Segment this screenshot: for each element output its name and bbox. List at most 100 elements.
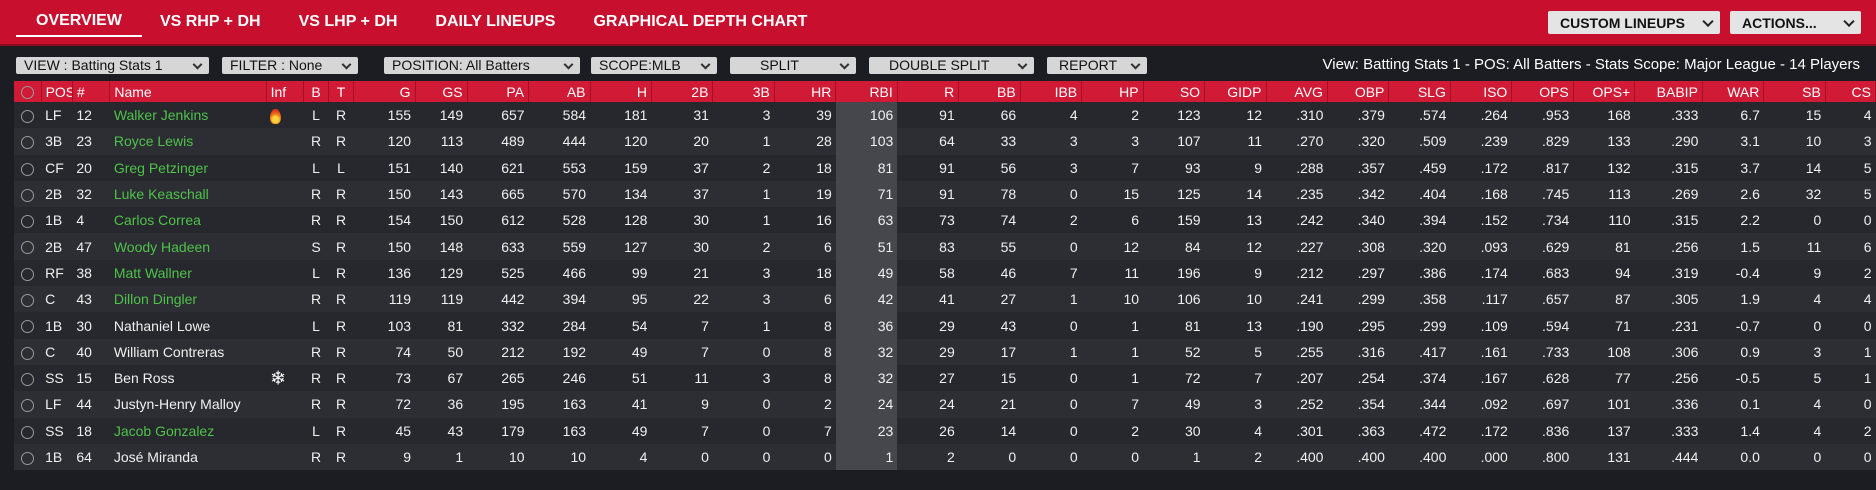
stat-iso: .174: [1480, 264, 1508, 281]
header-cs[interactable]: CS: [1825, 81, 1876, 102]
player-name[interactable]: Matt Wallner: [113, 264, 192, 281]
player-name[interactable]: Royce Lewis: [113, 133, 194, 150]
header-ab[interactable]: AB: [528, 81, 591, 102]
player-name[interactable]: Ben Ross: [113, 370, 175, 387]
row-select[interactable]: [14, 312, 41, 338]
table-row[interactable]: LF 44 Justyn-Henry Malloy R R 72 36 195 163 41 9 0 2…: [14, 391, 1876, 418]
player-name[interactable]: Justyn-Henry Malloy: [113, 396, 241, 413]
row-select[interactable]: [14, 391, 41, 417]
row-select[interactable]: [14, 181, 41, 207]
stat-obp: .254: [1357, 370, 1385, 387]
table-row[interactable]: 1B 64 José Miranda R R 9 1 10 10 4 0 0 0 1 2 0 0 0 1 2.400.…: [14, 443, 1876, 471]
tab-graphical-depth-chart[interactable]: GRAPHICAL DEPTH CHART: [593, 13, 808, 30]
player-number: 30: [76, 317, 92, 334]
table-row[interactable]: SS 18 Jacob Gonzalez L R 45 43 179 163 49 7 0 7 23 26 1…: [14, 417, 1876, 444]
row-select[interactable]: [14, 207, 41, 233]
position-dropdown[interactable]: POSITION: All Batters: [384, 57, 580, 74]
stat-ibb: 0: [1069, 186, 1078, 203]
stat-pa: 332: [501, 317, 525, 334]
player-name[interactable]: Woody Hadeen: [113, 238, 211, 255]
table-row[interactable]: 2B 47 Woody Hadeen S R 150 148 633 559 127 30 2 6 51 8…: [14, 233, 1876, 260]
custom-lineups-button[interactable]: CUSTOM LINEUPS: [1548, 11, 1720, 34]
header-ibb[interactable]: IBB: [1020, 81, 1083, 102]
player-name[interactable]: Greg Petzinger: [113, 159, 208, 176]
row-select[interactable]: [14, 260, 41, 286]
header-3b[interactable]: 3B: [712, 81, 775, 102]
header-g[interactable]: G: [353, 81, 416, 102]
stat-cs: 1: [1863, 343, 1872, 360]
header-pos[interactable]: POS: [41, 81, 73, 102]
stat-2b: 0: [701, 449, 709, 465]
row-select[interactable]: [14, 444, 41, 470]
row-select[interactable]: [14, 155, 41, 181]
header-hr[interactable]: HR: [774, 81, 837, 102]
table-row[interactable]: 1B 30 Nathaniel Lowe L R 103 81 332 284 54 7 1 8 36 29…: [14, 312, 1876, 339]
row-select[interactable]: [14, 365, 41, 391]
table-row[interactable]: RF 38 Matt Wallner L R 136 129 525 466 99 21 3 18 49 5…: [14, 259, 1876, 287]
header-war[interactable]: WAR: [1702, 81, 1765, 102]
player-name[interactable]: Dillon Dingler: [113, 291, 198, 308]
header-h[interactable]: H: [590, 81, 652, 102]
table-row[interactable]: C 40 William Contreras R R 74 50 212 192 49 7 0 8 32 2…: [14, 338, 1876, 365]
header-ops[interactable]: OPS: [1511, 81, 1574, 102]
filter-dropdown[interactable]: FILTER : None: [222, 57, 358, 74]
header-hp[interactable]: HP: [1081, 81, 1144, 102]
split-dropdown[interactable]: SPLIT: [730, 57, 856, 74]
player-name[interactable]: Walker Jenkins: [113, 107, 209, 124]
table-row[interactable]: 3B 23 Royce Lewis R R 120 113 489 444 120 20 1 28 103…: [14, 128, 1876, 155]
table-row[interactable]: 1B 4 Carlos Correa R R 154 150 612 528 128 30 1 16 63…: [14, 207, 1876, 234]
stat-3b: 0: [762, 396, 771, 413]
player-info: [266, 102, 304, 128]
table-row[interactable]: CF 20 Greg Petzinger L L 151 140 621 553 159 37 2 18…: [14, 154, 1876, 181]
header-ops-plus[interactable]: OPS+: [1573, 81, 1636, 102]
row-select[interactable]: [14, 102, 41, 128]
player-name[interactable]: Carlos Correa: [113, 212, 201, 229]
tab-daily-lineups[interactable]: DAILY LINEUPS: [435, 13, 556, 30]
row-select[interactable]: [14, 286, 41, 312]
row-select[interactable]: [14, 233, 41, 259]
double-split-dropdown[interactable]: DOUBLE SPLIT: [869, 57, 1034, 74]
report-dropdown[interactable]: REPORT: [1047, 57, 1147, 74]
player-name[interactable]: José Miranda: [113, 449, 198, 465]
header-2b[interactable]: 2B: [651, 81, 714, 102]
header-inf[interactable]: Inf: [266, 81, 305, 102]
header-number[interactable]: #: [72, 81, 111, 102]
player-name[interactable]: William Contreras: [113, 343, 225, 360]
tab-vs-rhp-dh[interactable]: VS RHP + DH: [159, 13, 261, 30]
actions-button[interactable]: ACTIONS...: [1730, 11, 1861, 34]
tab-overview[interactable]: OVERVIEW: [16, 12, 142, 37]
header-avg[interactable]: AVG: [1266, 81, 1328, 102]
player-name[interactable]: Luke Keaschall: [113, 186, 209, 203]
table-row[interactable]: C 43 Dillon Dingler R R 119 119 442 394 95 22 3 6 42 4…: [14, 286, 1876, 313]
header-name[interactable]: Name: [109, 81, 267, 102]
stat-gidp: 9: [1254, 159, 1262, 176]
header-sb[interactable]: SB: [1763, 81, 1826, 102]
player-number: 32: [76, 186, 92, 203]
header-select[interactable]: [14, 81, 42, 102]
header-gidp[interactable]: GIDP: [1204, 81, 1267, 102]
stat-iso: .000: [1480, 449, 1508, 465]
header-throws[interactable]: T: [328, 81, 355, 102]
header-slg[interactable]: SLG: [1388, 81, 1451, 102]
header-bats[interactable]: B: [303, 81, 330, 102]
header-bb[interactable]: BB: [958, 81, 1021, 102]
header-iso[interactable]: ISO: [1450, 81, 1513, 102]
header-rbi[interactable]: RBI: [835, 81, 898, 102]
player-name[interactable]: Jacob Gonzalez: [113, 422, 215, 439]
table-row[interactable]: 2B 32 Luke Keaschall R R 150 143 665 570 134 37 1 19…: [14, 180, 1876, 208]
player-name[interactable]: Nathaniel Lowe: [113, 317, 211, 334]
header-pa[interactable]: PA: [467, 81, 530, 102]
view-dropdown[interactable]: VIEW : Batting Stats 1: [16, 57, 209, 74]
header-babip[interactable]: BABIP: [1634, 81, 1703, 102]
row-select[interactable]: [14, 418, 41, 444]
header-so[interactable]: SO: [1143, 81, 1206, 102]
row-select[interactable]: [14, 339, 41, 365]
table-row[interactable]: LF 12 Walker Jenkins L R 155 149 657 584 181 31 3 39…: [14, 102, 1876, 129]
scope-dropdown[interactable]: SCOPE:MLB: [591, 57, 717, 74]
table-row[interactable]: SS 15 Ben Ross ❄ R R 73 67 265 246 51 11 3 8 32 27 15 0 1 7…: [14, 364, 1876, 392]
row-select[interactable]: [14, 128, 41, 154]
header-r[interactable]: R: [897, 81, 960, 102]
tab-vs-lhp-dh[interactable]: VS LHP + DH: [298, 13, 398, 30]
header-obp[interactable]: OBP: [1327, 81, 1390, 102]
header-gs[interactable]: GS: [415, 81, 468, 102]
